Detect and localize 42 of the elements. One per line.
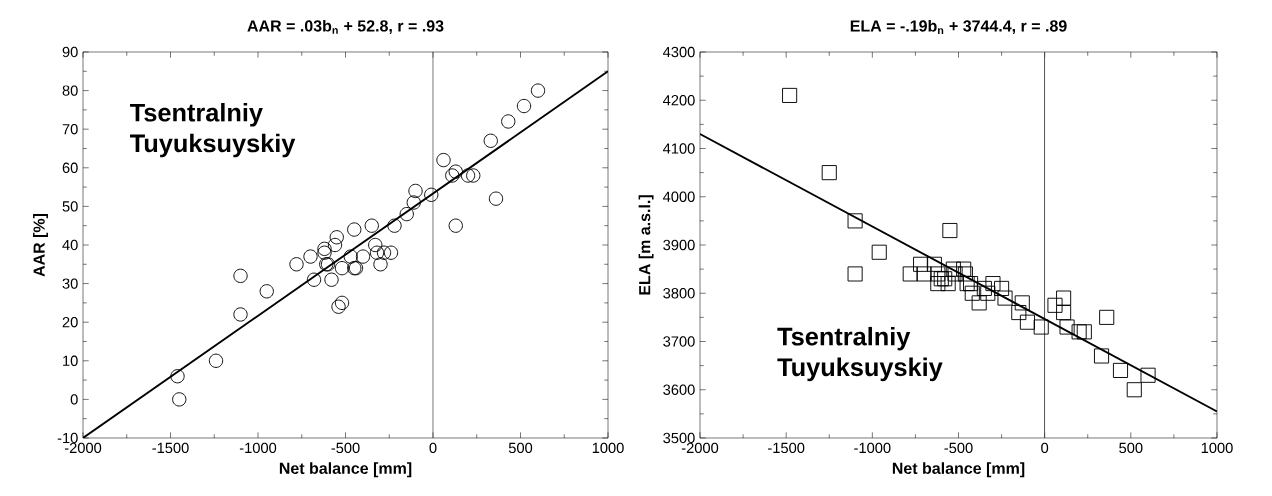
y-tick-label: 10 [63,355,78,366]
y-tick-label: 30 [62,278,78,289]
x-tick-label: -1500 [152,442,189,454]
y-tick-label: 3500 [663,432,695,444]
x-axis-title: Net balance [mm] [279,462,412,478]
x-tick-label: 1000 [1201,442,1233,454]
y-axis-title: AAR [%] [33,213,48,277]
y-tick-label: 3600 [663,384,695,395]
x-tick-label: 0 [1041,442,1049,454]
y-tick-label: 70 [62,124,78,135]
x-tick-label: -1500 [768,442,805,454]
x-tick-label: -1000 [239,442,277,454]
y-tick-label: 90 [62,46,78,58]
y-tick-label: 60 [62,162,78,173]
y-tick-label: 80 [62,85,78,96]
y-tick-label: 4300 [663,46,695,58]
x-tick-label: -2000 [681,442,719,454]
y-tick-label: 0 [70,394,78,405]
y-tick-label: 4000 [663,191,695,202]
x-tick-label: -500 [331,442,360,454]
annotation: Tsentralniy Tuyuksuyskiy [130,103,296,158]
x-tick-label: -500 [944,442,973,454]
y-tick-label: 40 [62,239,78,251]
y-tick-label: 4100 [663,143,695,154]
x-tick-label: 500 [508,442,533,454]
annotation: Tsentralniy Tuyuksuyskiy [777,326,943,382]
chart-title: AAR = .03b$_{n}$ + 52.8, r = .93 [247,19,444,34]
x-tick-label: 0 [429,442,437,454]
chart-title: ELA = -.19b$_{n}$ + 3744.4, r = .89 [850,19,1067,34]
x-tick-label: -2000 [64,442,102,454]
y-tick-label: 3700 [663,336,695,347]
y-tick-label: 3800 [663,288,695,299]
x-tick-label: 1000 [592,442,624,454]
y-tick-label: 4200 [663,95,695,106]
y-axis-title: ELA [m a.s.l.] [638,195,654,295]
y-tick-label: 3900 [663,239,695,251]
y-tick-label: -10 [57,432,78,444]
x-axis-title: Net balance [mm] [892,462,1025,478]
y-tick-label: 20 [62,317,78,328]
x-tick-label: -1000 [854,442,891,454]
x-tick-label: 500 [1119,442,1143,454]
y-tick-label: 50 [62,201,78,212]
